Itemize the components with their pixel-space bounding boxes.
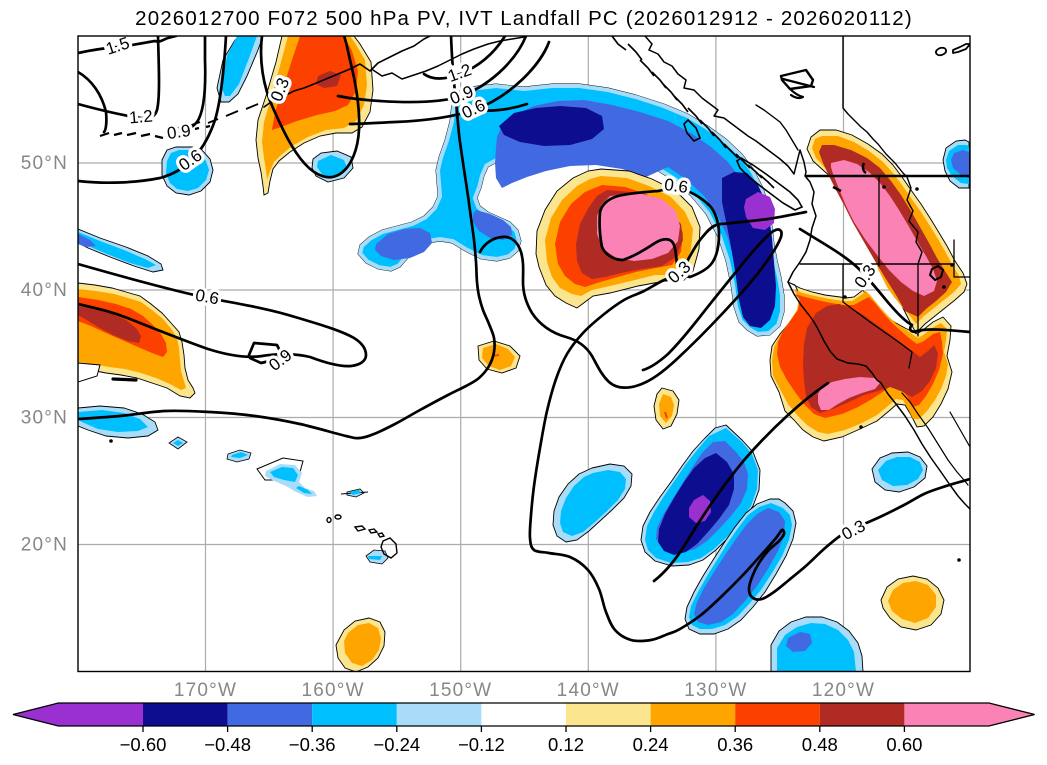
svg-text:140°W: 140°W	[557, 680, 620, 701]
svg-text:−0.36: −0.36	[289, 734, 336, 755]
svg-text:−0.12: −0.12	[458, 734, 505, 755]
svg-text:0.6: 0.6	[194, 286, 221, 309]
svg-text:20°N: 20°N	[21, 535, 68, 556]
svg-text:0.24: 0.24	[633, 734, 669, 755]
svg-text:150°W: 150°W	[429, 680, 492, 701]
svg-text:30°N: 30°N	[21, 408, 68, 429]
svg-text:0.36: 0.36	[717, 734, 753, 755]
svg-text:2026012700 F072 500 hPa PV, IV: 2026012700 F072 500 hPa PV, IVT Landfall…	[135, 7, 913, 30]
svg-text:−0.60: −0.60	[120, 734, 167, 755]
svg-text:160°W: 160°W	[301, 680, 364, 701]
svg-text:−0.48: −0.48	[204, 734, 251, 755]
svg-text:0.60: 0.60	[886, 734, 922, 755]
svg-text:0.9: 0.9	[166, 121, 192, 143]
svg-text:130°W: 130°W	[684, 680, 747, 701]
svg-text:−0.24: −0.24	[373, 734, 420, 755]
svg-text:0.12: 0.12	[548, 734, 584, 755]
svg-text:0.6: 0.6	[663, 175, 689, 197]
svg-text:40°N: 40°N	[21, 280, 68, 301]
svg-text:170°W: 170°W	[174, 680, 237, 701]
svg-text:0.48: 0.48	[802, 734, 838, 755]
svg-text:1.2: 1.2	[128, 106, 153, 127]
svg-text:50°N: 50°N	[21, 153, 68, 174]
svg-text:120°W: 120°W	[812, 680, 875, 701]
